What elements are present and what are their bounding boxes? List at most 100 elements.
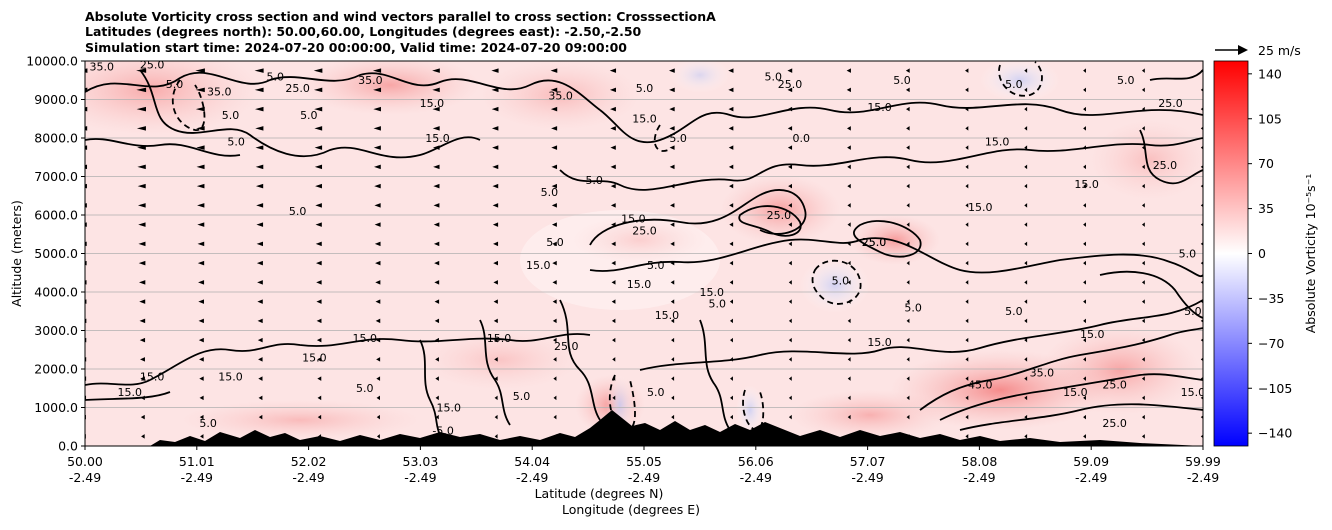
contour-label: 15.0 [302, 351, 327, 364]
wind-vector [1141, 164, 1145, 170]
wind-vector [788, 241, 792, 247]
wind-vector [315, 260, 322, 266]
wind-vector [85, 68, 88, 73]
vorticity-negative-blob [980, 61, 1060, 102]
colorbar-tick-label: −70 [1258, 336, 1284, 351]
wind-vector [494, 357, 498, 362]
wind-vector [1200, 319, 1203, 323]
terrain [85, 410, 1203, 446]
wind-vector [1083, 260, 1086, 266]
contour-label: 5.0 [356, 382, 374, 395]
wind-vector [1024, 241, 1028, 247]
wind-vector [847, 145, 851, 150]
wind-vector [316, 299, 322, 304]
contour-label: 15.0 [699, 286, 724, 299]
wind-vector [85, 145, 88, 150]
wind-vector [728, 68, 734, 73]
wind-vector [255, 183, 264, 189]
wind-vector [906, 280, 910, 285]
wind-vector [787, 87, 793, 93]
wind-vector [611, 260, 616, 266]
wind-vector [373, 106, 381, 112]
wind-vector [1200, 126, 1203, 131]
wind-vector [435, 414, 439, 420]
wind-vector [258, 395, 263, 401]
wind-vector [491, 87, 499, 93]
wind-vector [729, 222, 734, 227]
contour-label: 5.0 [647, 386, 665, 399]
contour-label: 15.0 [487, 332, 512, 345]
vorticity-field [85, 61, 1203, 440]
wind-vector [314, 164, 323, 170]
y-tick-label: 0.0 [58, 439, 78, 454]
wind-vector [85, 183, 87, 189]
colorbar-tick-label: 105 [1258, 111, 1282, 126]
wind-vector [255, 164, 264, 170]
wind-vector [492, 183, 499, 189]
contour-line [85, 333, 591, 386]
wind-vector [257, 280, 263, 285]
wind-vector [85, 280, 87, 285]
wind-vector [315, 222, 322, 227]
wind-vector [551, 126, 558, 131]
wind-vector [314, 145, 323, 150]
wind-vector [256, 260, 263, 266]
x-axis-label-line-1: Latitude (degrees N) [535, 486, 664, 501]
wind-vector [669, 87, 675, 93]
wind-vector [610, 126, 616, 131]
y-tick-label: 7000.0 [34, 169, 78, 184]
contour-line [85, 391, 171, 401]
wind-vector [729, 318, 733, 324]
contour-label: 35.0 [358, 74, 383, 87]
x-tick-label-lon: -2.49 [740, 470, 772, 485]
wind-vector [376, 414, 380, 420]
wind-vector [136, 126, 146, 131]
wind-vector [846, 126, 851, 131]
wind-vector [788, 260, 792, 266]
wind-vector [847, 222, 851, 227]
y-tick-label: 3000.0 [34, 323, 78, 338]
wind-vector [254, 68, 264, 73]
contour-label: 15.0 [353, 332, 378, 345]
wind-vector [317, 357, 322, 362]
contour-line [959, 403, 1203, 431]
x-tick-label-lon: -2.49 [1187, 470, 1219, 485]
wind-vector [550, 87, 558, 93]
contour-label: 15.0 [968, 201, 993, 214]
wind-vector [553, 337, 557, 343]
wind-vector [137, 203, 146, 208]
vorticity-blob [850, 215, 940, 265]
wind-vector [315, 241, 322, 247]
wind-vector [1024, 414, 1028, 420]
wind-vector [137, 183, 146, 189]
wind-vector [611, 280, 616, 285]
negative-contour [998, 61, 1043, 97]
wind-vector [493, 299, 498, 304]
wind-vector [136, 106, 147, 112]
wind-vector [906, 318, 910, 324]
wind-vector [1024, 395, 1028, 401]
wind-vector [1024, 126, 1028, 131]
vorticity-negative-blob [670, 61, 730, 93]
wind-vector [1024, 299, 1028, 304]
wind-vector [965, 68, 969, 73]
wind-vector [847, 337, 851, 343]
contour-label: 5.0 [669, 132, 687, 145]
wind-vector [85, 164, 88, 170]
vorticity-blob [1090, 120, 1203, 200]
wind-vector [1200, 415, 1203, 419]
wind-vector [670, 203, 675, 208]
wind-vector [906, 337, 910, 343]
wind-vector [552, 318, 557, 324]
wind-vector [494, 414, 498, 420]
wind-vector [1024, 280, 1028, 285]
wind-vector [200, 434, 204, 439]
wind-vector [965, 376, 969, 381]
wind-vector [965, 106, 969, 112]
wind-vector [612, 395, 616, 401]
wind-vector [788, 376, 792, 381]
x-tick-label-lat: 58.08 [962, 454, 998, 469]
contour-label: 5.0 [585, 174, 603, 187]
wind-vector [729, 203, 734, 208]
